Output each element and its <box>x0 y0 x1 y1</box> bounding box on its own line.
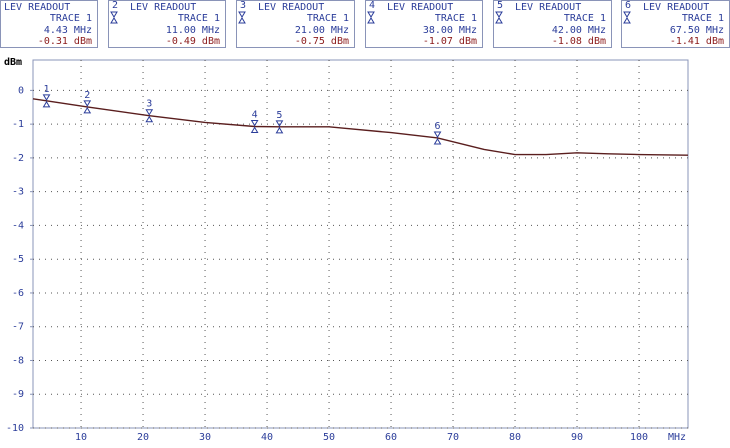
readout-title: LEV READOUT <box>258 2 324 13</box>
plot-frame <box>32 59 689 429</box>
readout-icon <box>238 11 246 24</box>
readout-freq: 21.00 MHz <box>295 25 349 36</box>
readout-freq: 11.00 MHz <box>166 25 220 36</box>
y-tick-label: -4 <box>12 220 24 231</box>
readout-box <box>108 0 226 48</box>
readout-freq: 4.43 MHz <box>44 25 92 36</box>
y-tick-label: 0 <box>18 85 24 96</box>
readout-id: 2 <box>112 0 118 11</box>
x-tick-label: 70 <box>447 432 459 443</box>
marker-label: 4 <box>252 110 258 121</box>
readout-freq: 67.50 MHz <box>670 25 724 36</box>
marker-label: 2 <box>84 90 90 101</box>
y-tick-label: -2 <box>12 153 24 164</box>
y-tick-label: -9 <box>12 389 24 400</box>
readout-icon <box>110 11 118 24</box>
readout-title: LEV READOUT <box>643 2 709 13</box>
x-tick-label: 100 <box>630 432 648 443</box>
x-unit: MHz <box>668 432 686 443</box>
marker-label: 1 <box>43 84 49 95</box>
readout-trace: TRACE 1 <box>435 13 477 24</box>
readout-box <box>0 0 98 48</box>
marker <box>433 131 442 145</box>
x-tick-label: 50 <box>323 432 335 443</box>
readout-id: 6 <box>625 0 631 11</box>
x-tick-label: 90 <box>571 432 583 443</box>
y-tick-label: -7 <box>12 322 24 333</box>
readout-title: LEV READOUT <box>515 2 581 13</box>
y-tick-label: -10 <box>6 423 24 434</box>
marker-label: 6 <box>435 121 441 132</box>
readout-freq: 42.00 MHz <box>552 25 606 36</box>
readout-icon <box>623 11 631 24</box>
readout-box <box>365 0 483 48</box>
x-tick-label: 40 <box>261 432 273 443</box>
y-unit: dBm <box>4 57 22 68</box>
readout-level: -0.49 dBm <box>166 36 220 47</box>
readout-title: LEV READOUT <box>387 2 453 13</box>
readout-box <box>493 0 612 48</box>
readout-icon <box>495 11 503 24</box>
marker-label: 5 <box>276 110 282 121</box>
x-tick-label: 30 <box>199 432 211 443</box>
readout-level: -1.08 dBm <box>552 36 606 47</box>
x-tick-label: 10 <box>75 432 87 443</box>
readout-trace: TRACE 1 <box>50 13 92 24</box>
readout-trace: TRACE 1 <box>178 13 220 24</box>
y-tick-label: -3 <box>12 187 24 198</box>
marker-label: 3 <box>146 99 152 110</box>
marker <box>250 120 259 134</box>
readout-id: 4 <box>369 0 375 11</box>
readout-title: LEV READOUT <box>130 2 196 13</box>
marker <box>83 100 92 114</box>
x-tick-label: 80 <box>509 432 521 443</box>
readout-icon <box>367 11 375 24</box>
y-tick-label: -5 <box>12 254 24 265</box>
x-tick-label: 20 <box>137 432 149 443</box>
y-tick-label: -1 <box>12 119 24 130</box>
readout-level: -0.31 dBm <box>38 36 92 47</box>
readout-id: 3 <box>240 0 246 11</box>
readout-title: LEV READOUT <box>4 2 70 13</box>
readout-level: -1.41 dBm <box>670 36 724 47</box>
readout-level: -1.07 dBm <box>423 36 477 47</box>
readout-trace: TRACE 1 <box>307 13 349 24</box>
readout-level: -0.75 dBm <box>295 36 349 47</box>
x-tick-label: 60 <box>385 432 397 443</box>
trace-line <box>32 98 689 156</box>
readout-id: 5 <box>497 0 503 11</box>
readout-trace: TRACE 1 <box>564 13 606 24</box>
readout-box <box>236 0 355 48</box>
y-tick-label: -8 <box>12 355 24 366</box>
marker <box>145 109 154 123</box>
y-tick-label: -6 <box>12 288 24 299</box>
marker <box>275 120 284 134</box>
marker <box>42 94 51 108</box>
readout-trace: TRACE 1 <box>682 13 724 24</box>
readout-freq: 38.00 MHz <box>423 25 477 36</box>
